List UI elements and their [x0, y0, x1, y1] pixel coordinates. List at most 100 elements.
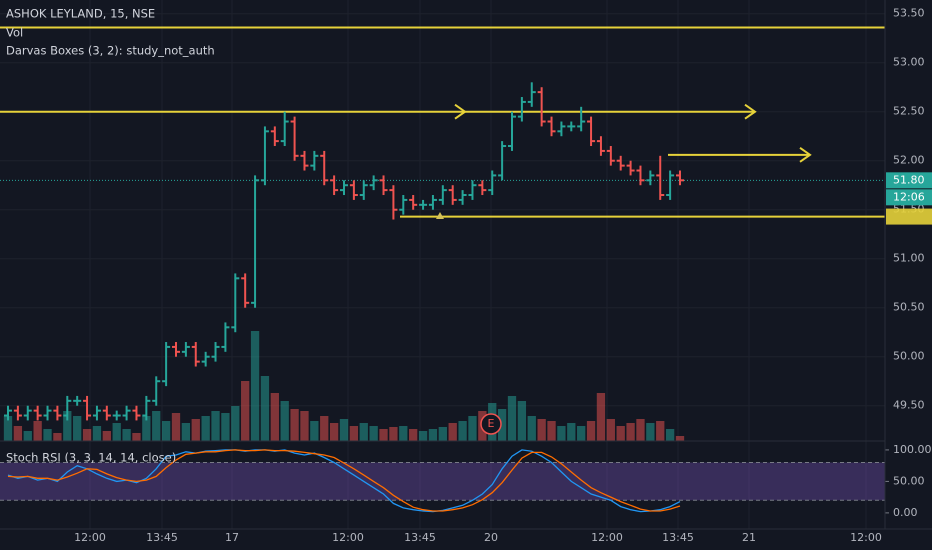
volume-bar [369, 426, 378, 441]
volume-bar [241, 381, 250, 441]
volume-bar [458, 421, 467, 441]
volume-bar [102, 431, 111, 441]
arrow-head [744, 103, 757, 120]
y-tick-label: 51.00 [893, 252, 925, 265]
last-price-box [886, 172, 932, 189]
last-price-label: 51.80 [893, 173, 925, 186]
x-tick-label: 12:00 [332, 531, 364, 544]
x-tick-label: 12:00 [74, 531, 106, 544]
volume-bar [181, 423, 191, 441]
volume-bar [152, 411, 161, 441]
volume-bar [616, 426, 625, 441]
countdown-box [886, 189, 932, 206]
volume-bar [300, 411, 309, 441]
volume-bar [191, 419, 200, 441]
volume-bar [73, 416, 82, 441]
y-tick-label: 100.00 [893, 443, 932, 456]
volume-bar [557, 426, 566, 441]
volume-bar [448, 423, 457, 441]
volume-bar [231, 406, 240, 441]
x-tick-label: 13:45 [662, 531, 694, 544]
volume-bar [250, 331, 260, 441]
volume-bar [399, 426, 408, 441]
indicator-label: Vol [6, 26, 23, 40]
x-tick-label: 13:45 [146, 531, 178, 544]
volume-bar [507, 396, 517, 441]
y-tick-label: 53.00 [893, 56, 925, 69]
volume-bar [260, 376, 270, 441]
grid [0, 0, 889, 529]
volume-bar [656, 421, 665, 441]
volume-bar [329, 423, 339, 441]
countdown-label: 12:06 [893, 190, 925, 203]
y-tick-label: 50.00 [893, 350, 925, 363]
volume-bar [112, 423, 121, 441]
volume-bar [596, 393, 606, 441]
volume-bar [646, 423, 655, 441]
volume-bar [53, 433, 62, 441]
y-tick-label: 50.00 [893, 474, 925, 487]
stoch-line [7, 449, 681, 512]
volume-bar [409, 429, 418, 441]
volume-bar [547, 421, 556, 441]
volume-bar [379, 429, 388, 441]
volume-bar [92, 426, 102, 441]
y-tick-label: 52.00 [893, 154, 925, 167]
darvas-price-box [886, 208, 932, 225]
volume-bar [675, 436, 685, 441]
volume-bar [389, 427, 398, 441]
stoch-line [7, 449, 681, 513]
volume-bar [497, 409, 507, 441]
volume-bar [43, 429, 52, 441]
stoch-title: Stoch RSI (3, 3, 14, 14, close) [6, 451, 176, 465]
x-tick-label: 17 [225, 531, 239, 544]
volume-bar [211, 411, 220, 441]
volume-bar [418, 431, 428, 441]
volume-bar [349, 426, 359, 441]
volume-bar [221, 413, 230, 441]
y-tick-label: 0.00 [893, 506, 918, 519]
volume-bar [428, 429, 438, 441]
volume-bar [339, 419, 349, 441]
y-tick-label: 52.50 [893, 105, 925, 118]
volume-bar [665, 429, 675, 441]
darvas-marker [436, 212, 444, 219]
volume-bar [359, 423, 368, 441]
volume-bar [82, 429, 92, 441]
volume-bar [438, 427, 447, 441]
volume-bar [161, 421, 171, 441]
volume-bar [33, 421, 42, 441]
volume-bar [320, 416, 329, 441]
arrow-head [454, 103, 467, 120]
volume-bar [122, 429, 131, 441]
earnings-circle [480, 413, 502, 435]
volume-bar [468, 416, 477, 441]
volume-bar [636, 419, 645, 441]
volume-bar [626, 423, 635, 441]
x-tick-label: 12:00 [591, 531, 623, 544]
volume-bar [142, 416, 151, 441]
volume-bar [310, 421, 319, 441]
x-tick-label: 21 [742, 531, 756, 544]
x-tick-label: 13:45 [404, 531, 436, 544]
volume-bar [517, 401, 527, 441]
volume-bar [586, 421, 596, 441]
earnings-label: E [488, 417, 495, 430]
volume-bar [290, 409, 299, 441]
volume-bar [270, 393, 279, 441]
stoch-band [0, 462, 885, 501]
x-tick-label: 12:00 [850, 531, 882, 544]
indicator-label: Darvas Boxes (3, 2): study_not_auth [6, 44, 215, 58]
volume-bar [13, 426, 23, 441]
volume-bar [3, 416, 13, 441]
y-tick-label: 53.50 [893, 7, 925, 20]
y-tick-label: 50.50 [893, 301, 925, 314]
volume-bar [63, 411, 72, 441]
symbol-title: ASHOK LEYLAND, 15, NSE [6, 7, 155, 21]
volume-bar [171, 413, 181, 441]
volume-bar [606, 419, 615, 441]
volume-bar [577, 426, 586, 441]
volume-bar [527, 416, 536, 441]
